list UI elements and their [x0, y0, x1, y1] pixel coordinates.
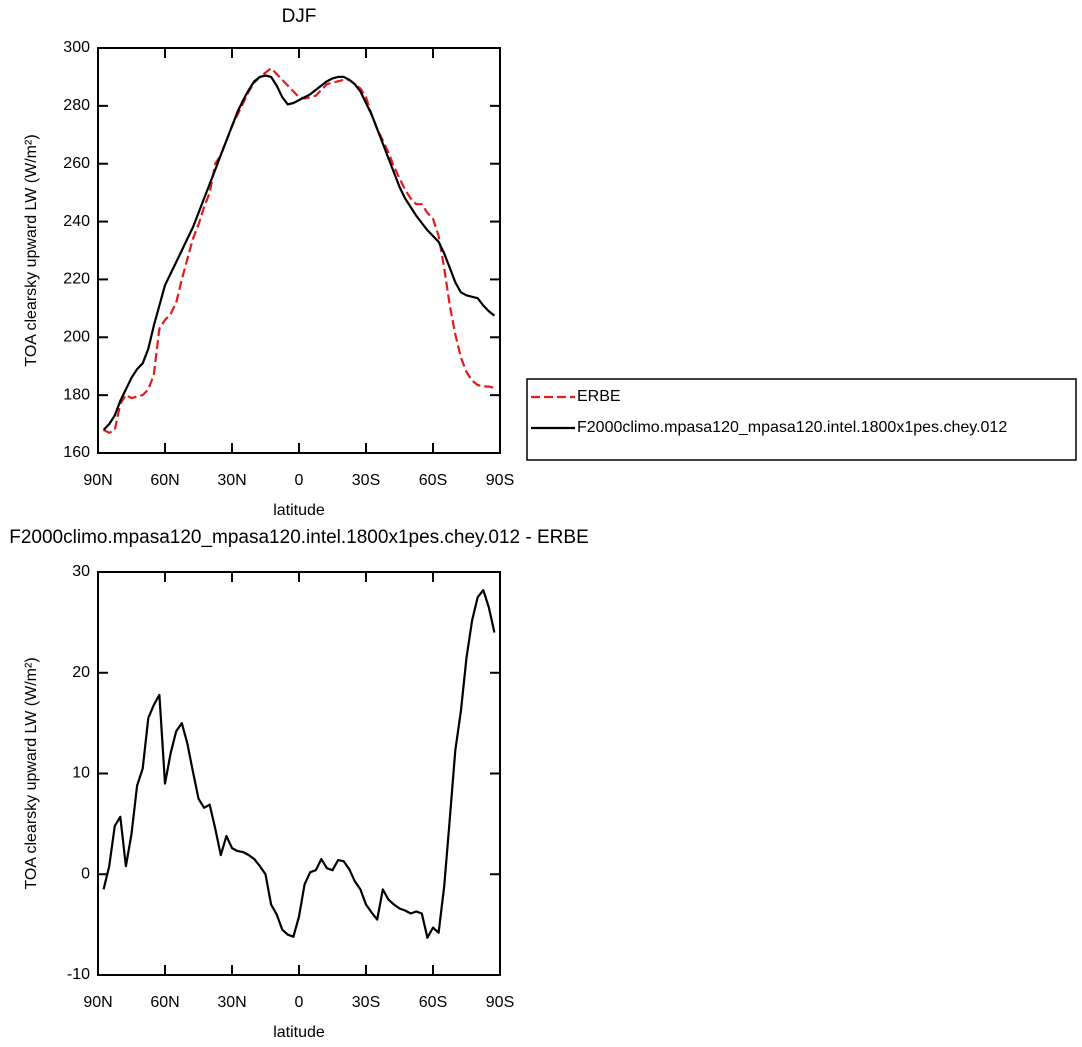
x-tick-label: 90N — [83, 994, 112, 1011]
chart-title: DJF — [282, 6, 317, 27]
x-tick-label: 30S — [352, 472, 380, 489]
x-tick-label: 0 — [295, 472, 304, 489]
y-tick-label: 180 — [63, 386, 90, 403]
x-tick-label: 30N — [217, 472, 246, 489]
x-tick-label: 60S — [419, 994, 447, 1011]
y-tick-label: 240 — [63, 213, 90, 230]
y-axis-label: TOA clearsky upward LW (W/m²) — [23, 134, 40, 366]
y-tick-label: 20 — [72, 664, 90, 681]
x-tick-label: 90N — [83, 472, 112, 489]
x-tick-label: 60N — [150, 994, 179, 1011]
data-line — [102, 74, 496, 431]
y-tick-label: 200 — [63, 329, 90, 346]
x-tick-label: 90S — [486, 994, 514, 1011]
data-line — [102, 589, 496, 939]
x-tick-label: 30S — [352, 994, 380, 1011]
y-tick-label: 280 — [63, 97, 90, 114]
x-tick-label: 60S — [419, 472, 447, 489]
y-tick-label: -10 — [67, 966, 90, 983]
chart-title: F2000climo.mpasa120_mpasa120.intel.1800x… — [9, 527, 589, 548]
legend-label: ERBE — [577, 388, 621, 405]
legend-label: F2000climo.mpasa120_mpasa120.intel.1800x… — [577, 419, 1007, 436]
y-axis-label: TOA clearsky upward LW (W/m²) — [23, 657, 40, 889]
x-tick-label: 90S — [486, 472, 514, 489]
y-tick-label: 0 — [81, 865, 90, 882]
x-tick-label: 0 — [295, 994, 304, 1011]
data-line — [103, 67, 495, 434]
y-tick-label: 260 — [63, 155, 90, 172]
y-tick-label: 220 — [63, 271, 90, 288]
y-tick-label: 300 — [63, 39, 90, 56]
y-tick-label: 160 — [63, 444, 90, 461]
legend-box — [526, 378, 1077, 461]
plot-frame — [97, 47, 501, 454]
x-tick-label: 60N — [150, 472, 179, 489]
x-tick-label: 30N — [217, 994, 246, 1011]
plot-frame — [97, 571, 501, 976]
y-tick-label: 10 — [72, 765, 90, 782]
x-axis-label: latitude — [273, 502, 325, 519]
y-tick-label: 30 — [72, 563, 90, 580]
x-axis-label: latitude — [273, 1024, 325, 1041]
